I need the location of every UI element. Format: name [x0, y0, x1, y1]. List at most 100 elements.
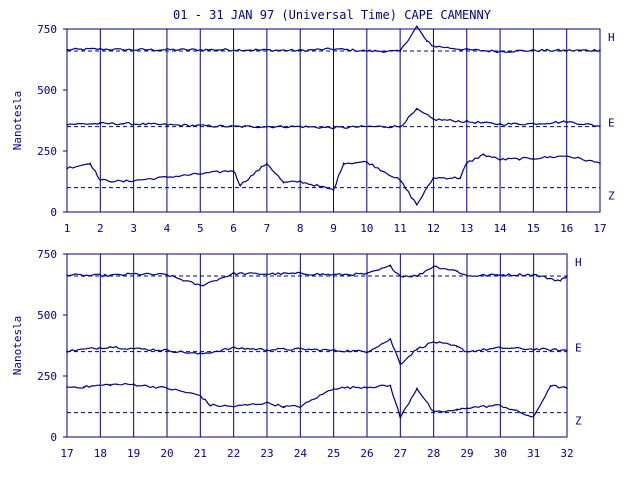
x-tick-label: 11	[394, 222, 407, 235]
data-point-H	[82, 274, 85, 277]
data-point-Z	[66, 167, 68, 169]
data-point-H	[66, 273, 68, 276]
x-tick-label: 26	[360, 447, 373, 460]
x-tick-label: 30	[494, 447, 507, 460]
data-point-Z	[416, 387, 418, 390]
data-point-H	[232, 272, 235, 275]
x-tick-label: 32	[560, 447, 573, 460]
x-tick-label: 8	[297, 222, 304, 235]
data-point-E	[432, 118, 435, 121]
data-point-H	[399, 50, 401, 53]
data-point-H	[122, 48, 125, 51]
data-point-H	[66, 48, 68, 51]
data-point-H	[132, 273, 135, 275]
data-point-E	[299, 348, 302, 350]
data-point-H	[299, 49, 301, 52]
data-point-H	[266, 273, 268, 275]
data-point-H	[599, 49, 601, 52]
data-point-H	[399, 275, 402, 277]
data-point-H	[432, 265, 435, 268]
series-label-Z: Z	[575, 415, 582, 428]
data-point-H	[389, 265, 392, 268]
data-point-Z	[566, 387, 568, 390]
data-point-E	[415, 108, 418, 111]
plot-frame	[66, 253, 568, 438]
data-point-Z	[456, 409, 458, 411]
data-point-Z	[66, 386, 68, 388]
data-point-Z	[239, 184, 242, 186]
y-tick-label: 750	[37, 23, 57, 36]
data-point-E	[99, 122, 102, 125]
x-tick-label: 27	[394, 447, 407, 460]
data-point-H	[299, 272, 302, 275]
series-trace-E	[66, 337, 568, 366]
data-point-H	[332, 273, 335, 276]
x-tick-label: 28	[427, 447, 440, 460]
data-point-H	[425, 40, 428, 42]
data-point-E	[332, 349, 335, 352]
y-tick-label: 500	[37, 309, 57, 322]
data-point-H	[109, 274, 112, 277]
y-tick-label: 0	[50, 206, 57, 219]
data-point-E	[109, 345, 112, 348]
data-point-E	[299, 125, 301, 128]
data-point-H	[566, 275, 568, 277]
x-tick-label: 3	[130, 222, 137, 235]
data-point-Z	[532, 157, 535, 160]
x-tick-label: 16	[560, 222, 573, 235]
y-tick-label: 0	[50, 431, 57, 444]
data-point-H	[99, 48, 102, 50]
data-point-Z	[266, 402, 268, 404]
x-tick-label: 23	[260, 447, 273, 460]
data-point-E	[266, 348, 268, 351]
data-point-H	[499, 50, 501, 53]
x-tick-label: 20	[160, 447, 173, 460]
data-point-H	[565, 49, 568, 52]
chart-title: 01 - 31 JAN 97 (Universal Time) CAPE CAM…	[173, 8, 492, 22]
data-point-Z	[366, 386, 368, 388]
data-point-E	[166, 349, 168, 352]
data-point-H	[416, 275, 418, 277]
y-axis-label: Nanotesla	[11, 316, 24, 376]
data-point-Z	[565, 155, 568, 157]
data-point-Z	[199, 394, 202, 397]
data-point-H	[466, 275, 468, 277]
data-point-H	[532, 273, 535, 276]
series-label-H: H	[608, 31, 615, 44]
data-point-Z	[332, 387, 335, 390]
data-point-H	[465, 48, 468, 51]
x-tick-label: 22	[227, 447, 240, 460]
x-tick-label: 17	[60, 447, 73, 460]
data-point-Z	[459, 177, 461, 179]
x-tick-label: 2	[97, 222, 104, 235]
y-tick-label: 250	[37, 370, 57, 383]
data-point-Z	[342, 162, 345, 164]
data-point-H	[432, 45, 435, 47]
x-tick-label: 1	[64, 222, 71, 235]
data-point-H	[232, 48, 235, 51]
data-point-Z	[89, 162, 92, 164]
data-point-E	[432, 341, 435, 343]
data-point-Z	[432, 411, 435, 414]
data-point-E	[456, 345, 458, 348]
data-point-Z	[532, 416, 535, 419]
x-tick-label: 7	[264, 222, 271, 235]
data-point-Z	[99, 179, 102, 182]
x-tick-label: 15	[527, 222, 540, 235]
data-point-E	[599, 125, 601, 127]
x-tick-label: 4	[164, 222, 171, 235]
y-tick-label: 250	[37, 145, 57, 158]
data-point-E	[499, 347, 502, 349]
data-point-Z	[166, 387, 168, 390]
data-point-H	[366, 273, 368, 275]
data-point-Z	[482, 153, 485, 156]
x-tick-label: 25	[327, 447, 340, 460]
series-label-H: H	[575, 256, 582, 269]
series-label-Z: Z	[608, 190, 615, 203]
data-point-Z	[432, 177, 435, 179]
data-point-Z	[232, 405, 235, 408]
data-point-Z	[599, 162, 601, 164]
data-point-E	[132, 347, 135, 350]
data-point-Z	[499, 404, 502, 407]
data-point-Z	[209, 404, 212, 407]
